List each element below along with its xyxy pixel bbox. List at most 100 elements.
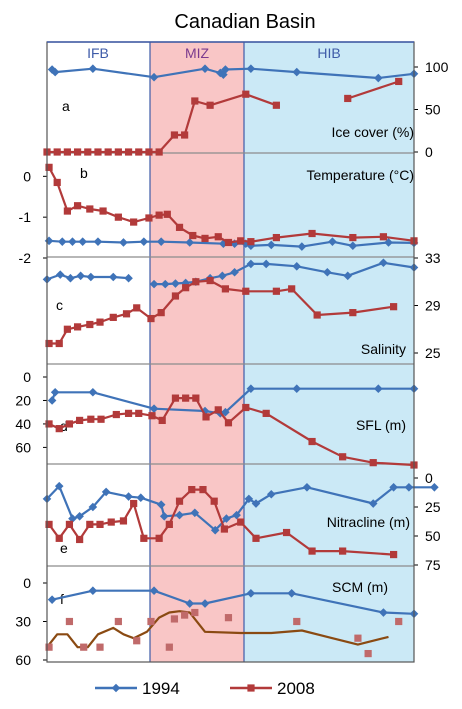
series-line-2008 xyxy=(347,80,400,100)
data-point-1994-e-0-16 xyxy=(251,499,261,508)
panel-b: 0 -1 -2 b Temperature (°C) xyxy=(19,163,419,266)
data-point-1994-c-1-8 xyxy=(246,259,256,269)
data-point-2008-f-0-10 xyxy=(191,608,199,617)
tick-label-a-2: 0 xyxy=(425,144,433,160)
data-point-2008-a-0-6 xyxy=(104,148,112,156)
zone-label-ifb: IFB xyxy=(87,45,109,61)
tick-label-c-1: 29 xyxy=(425,298,441,314)
zone-label-hib: HIB xyxy=(317,45,340,61)
data-point-2008-a-0-2 xyxy=(63,148,71,156)
data-point-1994-f-0-2 xyxy=(149,586,159,595)
zone-hib xyxy=(244,42,414,662)
data-point-2008-d-0-15 xyxy=(214,406,222,414)
data-point-2008-b-0-8 xyxy=(145,214,153,222)
data-point-2008-e-0-7 xyxy=(119,517,128,525)
tick-label-c-0: 33 xyxy=(425,250,441,266)
data-point-1994-a-0-10 xyxy=(374,73,383,83)
data-point-2008-f-0-6 xyxy=(147,617,155,626)
data-point-2008-a-0-17 xyxy=(272,101,280,109)
series-2008-c-1 xyxy=(45,276,398,348)
series-1994-e-0 xyxy=(42,481,439,535)
tick-label-f-1: 30 xyxy=(15,614,31,630)
data-point-1994-e-0-14 xyxy=(232,510,241,520)
data-point-2008-b-0-4 xyxy=(86,205,94,213)
data-point-2008-c-0-4 xyxy=(86,320,94,329)
data-point-1994-c-0-3 xyxy=(76,271,85,281)
data-point-2008-d-0-2 xyxy=(65,420,74,428)
data-point-1994-f-0-5 xyxy=(246,588,256,598)
tick-label-d-0: 0 xyxy=(23,369,31,385)
data-point-2008-e-0-20 xyxy=(308,547,316,555)
data-point-2008-e-0-10 xyxy=(155,534,163,542)
data-point-1994-c-1-10 xyxy=(292,262,302,271)
data-point-1994-a-0-5 xyxy=(216,68,225,78)
data-point-1994-c-1-13 xyxy=(379,258,388,268)
data-point-2008-d-0-0 xyxy=(45,420,53,428)
data-point-2008-d-0-14 xyxy=(202,413,210,421)
data-point-1994-d-0-2 xyxy=(88,387,98,397)
data-point-2008-c-0-5 xyxy=(96,318,104,326)
data-point-2008-a-0-10 xyxy=(145,148,153,156)
data-point-2008-f-0-8 xyxy=(170,615,179,623)
panel-label-c: Salinity xyxy=(361,341,406,357)
data-point-2008-a-0-13 xyxy=(181,131,189,139)
data-point-2008-d-0-19 xyxy=(308,437,316,446)
data-point-1994-e-0-17 xyxy=(266,489,276,499)
panel-letter-a: a xyxy=(62,98,70,114)
data-point-2008-b-0-15 xyxy=(224,238,233,247)
data-point-2008-b-0-14 xyxy=(214,233,222,241)
data-point-2008-b-0-7 xyxy=(130,218,138,226)
data-point-2008-e-0-9 xyxy=(140,534,148,542)
zone-ifb xyxy=(47,42,150,662)
data-point-1994-b-0-7 xyxy=(156,237,166,246)
plot-frame xyxy=(46,41,415,663)
zone-backgrounds xyxy=(47,42,414,662)
zone-labels: IFB MIZ HIB xyxy=(87,45,341,61)
series-2008-a-1 xyxy=(43,77,403,156)
data-point-1994-e-0-4 xyxy=(88,502,98,512)
data-point-1994-c-1-0 xyxy=(149,279,159,289)
data-point-1994-e-0-8 xyxy=(156,500,166,509)
data-point-1994-b-0-10 xyxy=(230,239,239,249)
data-point-2008-e-0-13 xyxy=(188,486,196,494)
tick-label-b-0: 0 xyxy=(23,168,31,184)
data-point-1994-b-0-14 xyxy=(297,242,307,251)
data-point-1994-d-0-6 xyxy=(221,407,230,417)
data-point-2008-d-0-1 xyxy=(55,425,63,433)
data-point-2008-d-0-18 xyxy=(262,409,270,417)
data-point-2008-e-0-18 xyxy=(252,534,260,542)
panel-f: 0 30 60 f SCM (m) xyxy=(15,575,419,668)
data-point-1994-e-0-11 xyxy=(190,508,200,518)
zone-miz xyxy=(150,42,244,662)
data-point-2008-d-0-12 xyxy=(182,394,190,402)
data-point-2008-c-0-3 xyxy=(73,323,82,331)
data-point-2008-b-0-3 xyxy=(73,202,82,210)
data-point-2008-f-0-15 xyxy=(395,617,403,626)
data-point-1994-e-0-12 xyxy=(210,525,220,535)
data-point-2008-d-0-7 xyxy=(124,409,133,417)
data-point-1994-a-0-9 xyxy=(292,67,302,77)
data-point-2008-e-0-0 xyxy=(45,520,53,528)
tick-label-b-1: -1 xyxy=(19,209,32,225)
tick-label-e-3: 75 xyxy=(425,557,441,573)
data-point-1994-e-0-13 xyxy=(222,514,231,523)
data-point-2008-c-0-0 xyxy=(45,339,53,348)
panel-letter-f: f xyxy=(60,591,64,607)
data-point-1994-b-0-1 xyxy=(57,237,67,246)
tick-label-b-2: -2 xyxy=(19,250,32,266)
data-point-2008-f-0-9 xyxy=(181,611,189,619)
tick-label-e-1: 25 xyxy=(425,499,441,515)
data-point-2008-f-0-4 xyxy=(114,617,122,626)
data-point-1994-d-0-3 xyxy=(149,404,159,413)
data-point-1994-e-0-15 xyxy=(244,494,254,504)
data-point-2008-a-0-1 xyxy=(53,148,61,156)
panel-label-e: Nitracline (m) xyxy=(327,514,410,530)
tick-label-d-2: 40 xyxy=(15,416,31,432)
data-point-2008-c-0-1 xyxy=(55,339,63,348)
data-point-1994-e-0-21 xyxy=(404,482,414,492)
data-point-2008-c-0-13 xyxy=(192,278,200,286)
data-point-2008-e-0-14 xyxy=(199,486,207,494)
data-point-2008-a-0-14 xyxy=(191,97,199,105)
data-point-2008-d-0-3 xyxy=(76,416,84,425)
data-point-1994-c-1-6 xyxy=(218,271,227,281)
